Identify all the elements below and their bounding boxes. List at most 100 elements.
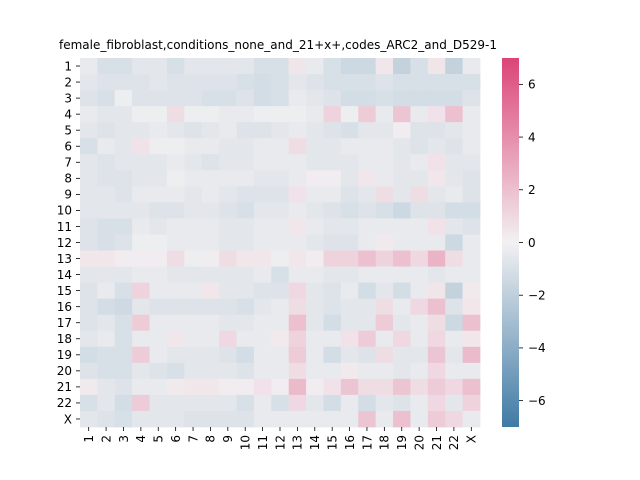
- heatmap-cell-r15-c1: [80, 282, 98, 300]
- heatmap-cell-r13-c16: [340, 250, 359, 267]
- heatmap-cell-r5-c6: [166, 122, 185, 139]
- heatmap-cell-r17-c21: [427, 314, 446, 332]
- heatmap-cell-r17-c16: [340, 314, 359, 332]
- heatmap-cell-r17-c15: [323, 314, 342, 332]
- heatmap-cell-r8-c17: [358, 170, 377, 187]
- heatmap-cell-r11-c7: [184, 218, 203, 235]
- heatmap-cell-r5-c16: [340, 122, 359, 139]
- heatmap-cell-r13-c2: [97, 250, 116, 267]
- heatmap-cell-r9-c21: [427, 186, 446, 203]
- heatmap-cell-r12-c12: [271, 234, 290, 251]
- heatmap-cell-r16-c5: [149, 298, 168, 316]
- heatmap-cell-r20-cX: [462, 362, 481, 380]
- heatmap-cell-r20-c19: [393, 362, 411, 380]
- heatmap-cell-r1-c15: [323, 58, 342, 75]
- heatmap-cell-r7-c11: [253, 154, 272, 171]
- heatmap-cell-r14-c13: [288, 266, 307, 284]
- heatmap-cell-r10-c14: [306, 202, 324, 219]
- heatmap-cell-r8-cX: [462, 170, 481, 187]
- heatmap-cell-rX-c7: [184, 410, 203, 428]
- heatmap-cell-r17-c11: [253, 314, 272, 332]
- heatmap-cell-r2-c1: [80, 74, 98, 91]
- heatmap-cell-r20-c9: [219, 362, 237, 380]
- heatmap-cell-r6-c21: [427, 138, 446, 155]
- column-tick-label: 10: [239, 435, 253, 450]
- heatmap-cell-r11-cX: [462, 218, 481, 235]
- heatmap-cell-r16-c6: [166, 298, 185, 316]
- heatmap-cell-rX-c18: [375, 410, 394, 428]
- heatmap-cell-r8-c10: [236, 170, 255, 187]
- heatmap-cell-r8-c21: [427, 170, 446, 187]
- heatmap-cell-r22-c2: [97, 394, 116, 412]
- heatmap-cell-r15-c16: [340, 282, 359, 300]
- heatmap-cell-r12-c11: [253, 234, 272, 251]
- heatmap-cell-r7-c17: [358, 154, 377, 171]
- colorbar-tick-label: 0: [528, 236, 536, 250]
- heatmap-cell-r10-c7: [184, 202, 203, 219]
- heatmap-cell-r22-c11: [253, 394, 272, 412]
- heatmap-cell-r3-c2: [97, 90, 116, 107]
- row-tick-label: X: [64, 412, 72, 426]
- heatmap-cell-r15-c21: [427, 282, 446, 300]
- heatmap-cell-r18-c21: [427, 330, 446, 348]
- heatmap-cell-r21-c14: [306, 378, 324, 396]
- heatmap-cell-r14-c16: [340, 266, 359, 284]
- heatmap-cell-r4-c1: [80, 106, 98, 123]
- heatmap-cell-r19-c18: [375, 346, 394, 364]
- heatmap-cell-r11-c2: [97, 218, 116, 235]
- heatmap-cell-r12-c13: [288, 234, 307, 251]
- heatmap-cell-r3-c3: [114, 90, 133, 107]
- heatmap-cell-r6-c14: [306, 138, 324, 155]
- heatmap-cell-rX-c19: [393, 410, 411, 428]
- heatmap-cell-r22-c7: [184, 394, 203, 412]
- heatmap-cell-rX-c14: [306, 410, 324, 428]
- heatmap-cell-r21-c7: [184, 378, 203, 396]
- heatmap-cell-r11-c20: [410, 218, 429, 235]
- heatmap-cell-rX-c3: [114, 410, 133, 428]
- heatmap-cell-r20-c3: [114, 362, 133, 380]
- heatmap-cell-r20-c5: [149, 362, 168, 380]
- heatmap-cell-r21-c18: [375, 378, 394, 396]
- heatmap-cell-r21-c11: [253, 378, 272, 396]
- heatmap-cell-r14-c20: [410, 266, 429, 284]
- heatmap-cell-r13-c4: [132, 250, 150, 267]
- heatmap-cell-r18-c4: [132, 330, 150, 348]
- heatmap-cell-r10-c5: [149, 202, 168, 219]
- heatmap-cell-r17-c14: [306, 314, 324, 332]
- heatmap-cell-r13-c8: [201, 250, 220, 267]
- row-tick-label: 22: [57, 396, 72, 410]
- heatmap-cell-r2-c19: [393, 74, 411, 91]
- colorbar-tick-label: 4: [528, 130, 536, 144]
- heatmap-cell-r21-c2: [97, 378, 116, 396]
- heatmap-cell-r5-c9: [219, 122, 237, 139]
- heatmap-cell-r18-c20: [410, 330, 429, 348]
- heatmap-cell-r4-cX: [462, 106, 481, 123]
- heatmap-cell-r8-c14: [306, 170, 324, 187]
- heatmap-cell-r22-c20: [410, 394, 429, 412]
- heatmap-cell-r16-c15: [323, 298, 342, 316]
- heatmap-cell-r16-c11: [253, 298, 272, 316]
- heatmap-cell-rX-c22: [445, 410, 464, 428]
- heatmap-cell-r11-c19: [393, 218, 411, 235]
- heatmap-cell-r18-c18: [375, 330, 394, 348]
- heatmap-cell-r7-c9: [219, 154, 237, 171]
- heatmap-cell-r22-c10: [236, 394, 255, 412]
- heatmap-cell-rX-c21: [427, 410, 446, 428]
- heatmap-cell-r20-c7: [184, 362, 203, 380]
- heatmap-cell-r17-c4: [132, 314, 150, 332]
- heatmap-cell-r22-c12: [271, 394, 290, 412]
- heatmap-cell-r5-c12: [271, 122, 290, 139]
- heatmap-cell-r19-c5: [149, 346, 168, 364]
- heatmap-cell-r4-c12: [271, 106, 290, 123]
- heatmap-cell-r8-c11: [253, 170, 272, 187]
- heatmap-cell-r9-c20: [410, 186, 429, 203]
- column-tick-label: 15: [325, 435, 339, 450]
- heatmap-cell-r17-c20: [410, 314, 429, 332]
- heatmap-cell-r20-c22: [445, 362, 464, 380]
- heatmap-cell-rX-c2: [97, 410, 116, 428]
- heatmap-cell-r16-c4: [132, 298, 150, 316]
- heatmap-cell-r13-c5: [149, 250, 168, 267]
- heatmap-cell-r15-c7: [184, 282, 203, 300]
- heatmap-cell-r10-c3: [114, 202, 133, 219]
